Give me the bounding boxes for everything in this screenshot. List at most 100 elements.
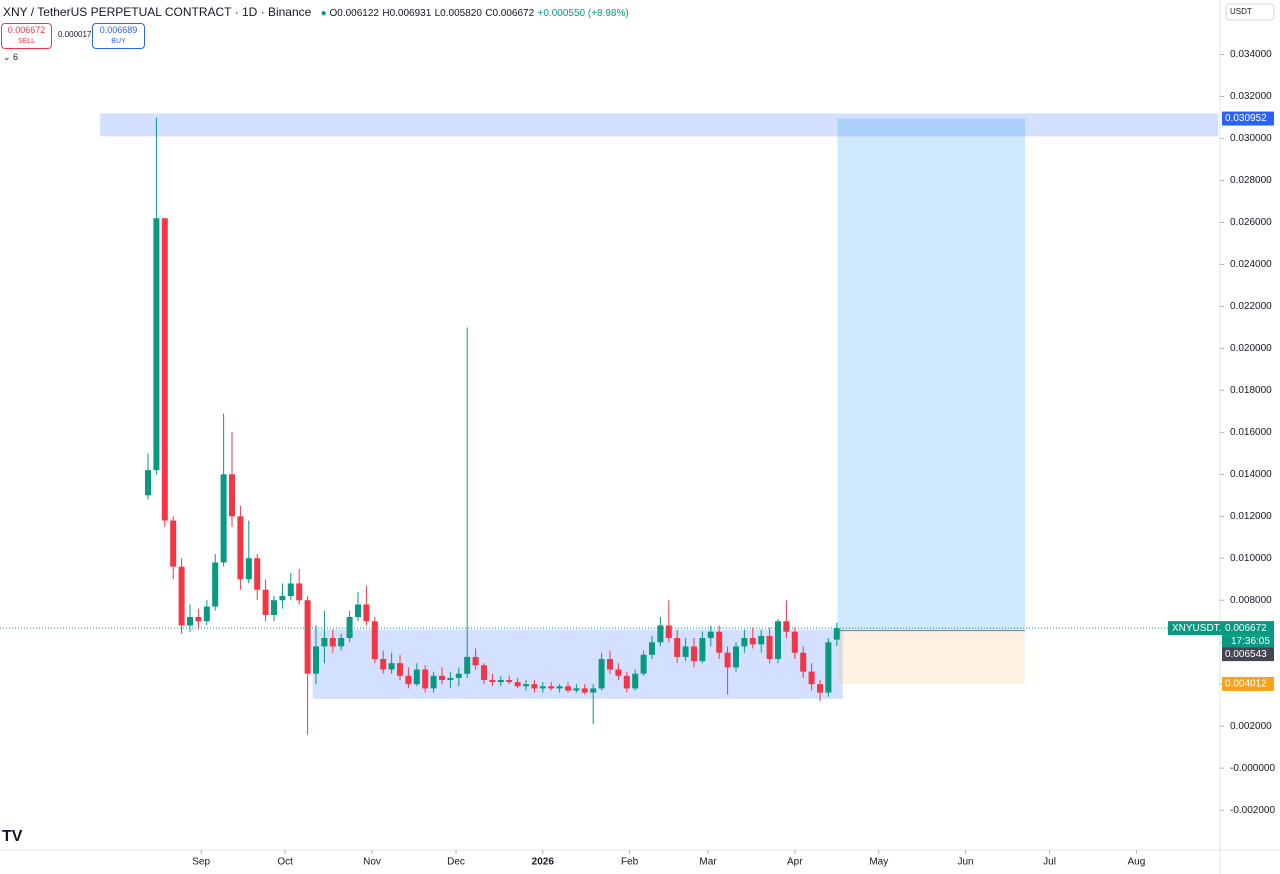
candle-body	[405, 675, 412, 685]
candle-body	[615, 669, 622, 676]
candle-body	[321, 638, 328, 647]
candle-body	[313, 646, 320, 674]
logo: TV	[2, 828, 23, 845]
candle-body	[632, 673, 639, 689]
candle-body	[833, 628, 840, 640]
currency-box[interactable]	[1225, 3, 1275, 21]
close: C0.006672	[485, 8, 535, 19]
candle-body	[296, 583, 303, 601]
candle-body	[455, 673, 462, 678]
x-tick-label: Sep	[192, 857, 210, 868]
candle-body	[531, 684, 538, 689]
candle-body	[716, 631, 723, 653]
candle-body	[287, 583, 294, 597]
countdown-bg	[1222, 635, 1274, 648]
symbol: XNY / TetherUS PERPETUAL CONTRACT · 1D ·…	[3, 5, 312, 19]
price-label: 0.006672	[1225, 623, 1267, 634]
candle-body	[514, 682, 521, 687]
candle-body	[329, 638, 336, 647]
legend-row: XNY / TetherUS PERPETUAL CONTRACT · 1D ·…	[3, 5, 629, 19]
candle-body	[203, 606, 210, 622]
currency[interactable]: USDT	[1230, 7, 1252, 16]
candle-body	[145, 470, 152, 496]
candle-body	[825, 642, 832, 693]
y-tick-label: 0.008000	[1230, 595, 1272, 606]
candle-body	[489, 680, 496, 683]
candle-body	[556, 686, 563, 689]
x-tick-label: Nov	[363, 857, 381, 868]
candle-body	[430, 675, 437, 689]
sell-label[interactable]: SELL	[17, 38, 36, 45]
x-tick-label: Jul	[1043, 857, 1056, 868]
sell-button[interactable]: 0.006672 SELL	[1, 23, 52, 49]
candle-body	[413, 669, 420, 685]
spread: 0.000017	[58, 30, 92, 39]
candle-body	[758, 635, 765, 645]
candle-body	[220, 474, 227, 563]
candle-body	[774, 621, 781, 660]
candle-body	[338, 638, 345, 647]
y-tick-label: 0.018000	[1230, 385, 1272, 396]
candle-body	[565, 686, 572, 691]
candle-body	[447, 677, 454, 680]
candle-body	[472, 656, 479, 666]
target-label: 0.030952	[1225, 113, 1267, 124]
candle-body	[707, 631, 714, 639]
open: O0.006122	[329, 8, 380, 19]
candle-body	[573, 688, 580, 691]
stop-label: 0.004012	[1225, 679, 1267, 690]
candle-body	[363, 604, 370, 622]
candle-body	[766, 635, 773, 660]
candle-body	[506, 680, 513, 683]
candle-body	[598, 659, 605, 689]
symbol-tag: XNYUSDT.P	[1172, 623, 1228, 634]
candle-body	[791, 631, 798, 653]
y-tick-label: 0.020000	[1230, 343, 1272, 354]
candle-body	[732, 646, 739, 668]
y-tick-label: 0.034000	[1230, 49, 1272, 60]
indicators-toggle[interactable]: ⌄ 6	[3, 52, 19, 62]
candle-body	[304, 600, 311, 674]
prev-price-label: 0.006543	[1225, 649, 1267, 660]
symbol-tag-bg	[1168, 621, 1222, 636]
y-tick-label: 0.022000	[1230, 301, 1272, 312]
y-tick-label: 0.028000	[1230, 175, 1272, 186]
x-tick-label: May	[869, 857, 888, 868]
y-tick-label: 0.016000	[1230, 427, 1272, 438]
buy-button[interactable]: 0.006689 BUY	[92, 23, 145, 49]
y-tick-label: -0.002000	[1230, 805, 1275, 816]
buy-label[interactable]: BUY	[111, 38, 126, 45]
buy-price[interactable]: 0.006689	[99, 25, 138, 35]
y-tick-label: 0.014000	[1230, 469, 1272, 480]
candle-body	[690, 646, 697, 662]
price-label-bg	[1222, 621, 1274, 636]
take-profit-area	[837, 118, 1025, 631]
y-tick-label: 0.032000	[1230, 91, 1272, 102]
x-tick-label: Dec	[447, 857, 465, 868]
low: L0.005820	[434, 8, 482, 19]
y-tick-label: 0.002000	[1230, 721, 1272, 732]
candle-body	[749, 638, 756, 645]
candle-body	[590, 688, 597, 693]
candle-body	[380, 659, 387, 670]
candle-body	[741, 638, 748, 647]
candle-body	[161, 218, 168, 521]
candle-body	[523, 684, 530, 687]
candle-body	[800, 652, 807, 672]
indicator-count[interactable]: 6	[13, 52, 19, 62]
candle-body	[699, 638, 706, 662]
candle-body	[539, 686, 546, 689]
candle-body	[816, 684, 823, 693]
candle-body	[497, 680, 504, 683]
candle-body	[187, 617, 194, 626]
candle-body	[271, 600, 278, 615]
y-tick-label: -0.000000	[1230, 763, 1275, 774]
sell-price[interactable]: 0.006672	[7, 25, 46, 35]
candle-body	[648, 642, 655, 655]
candle-body	[229, 474, 236, 517]
countdown: 17:36:05	[1231, 636, 1270, 647]
candle-body	[388, 663, 395, 670]
candle-body	[464, 656, 471, 674]
